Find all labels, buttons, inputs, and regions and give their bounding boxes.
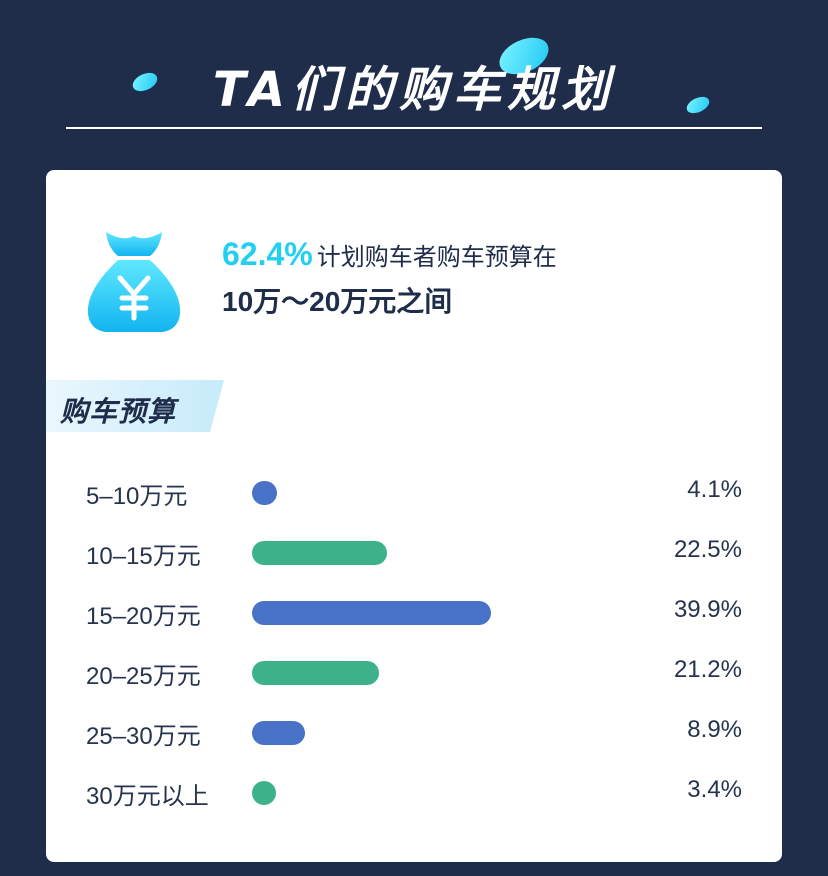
- category-label: 20–25万元: [86, 663, 201, 690]
- bar: [252, 781, 276, 805]
- section-tag-background: [46, 380, 224, 432]
- summary-headline: 62.4% 计划购车者购车预算在 10万～20万元之间: [222, 236, 557, 320]
- header: TA们的购车规划: [0, 0, 828, 140]
- title-divider: [66, 127, 762, 129]
- bar-row: 30万元以上 3.4%: [46, 762, 782, 822]
- bar: [252, 721, 306, 745]
- bar-row: 10–15万元 22.5%: [46, 522, 782, 582]
- value-label: 4.1%: [687, 476, 742, 503]
- category-label: 10–15万元: [86, 543, 201, 570]
- value-label: 22.5%: [673, 536, 742, 563]
- category-label: 5–10万元: [86, 483, 188, 510]
- summary-text-line2: 10万～20万元之间: [222, 286, 453, 317]
- category-label: 30万元以上: [86, 783, 209, 810]
- page-title: TA们的购车规划: [212, 62, 616, 118]
- summary-text-line1: 计划购车者购车预算在: [316, 244, 557, 271]
- bar-row: 20–25万元 21.2%: [46, 642, 782, 702]
- category-label: 15–20万元: [86, 603, 201, 630]
- bar: [252, 541, 387, 565]
- section-tag: 购车预算: [46, 380, 226, 432]
- value-label: 21.2%: [673, 656, 742, 683]
- bar-row: 25–30万元 8.9%: [46, 702, 782, 762]
- value-label: 39.9%: [673, 596, 742, 623]
- bar: [252, 661, 380, 685]
- bar-row: 15–20万元 39.9%: [46, 582, 782, 642]
- category-label: 25–30万元: [86, 723, 201, 750]
- section-title: 购车预算: [60, 395, 177, 428]
- content-card: 62.4% 计划购车者购车预算在 10万～20万元之间 购车预算 5–10万元 4…: [46, 170, 782, 862]
- value-label: 3.4%: [687, 776, 742, 803]
- money-bag-icon: [87, 232, 181, 332]
- bar: [252, 601, 492, 625]
- summary-percent: 62.4%: [222, 236, 313, 272]
- bar: [252, 481, 277, 505]
- bar-row: 5–10万元 4.1%: [46, 462, 782, 522]
- value-label: 8.9%: [687, 716, 742, 743]
